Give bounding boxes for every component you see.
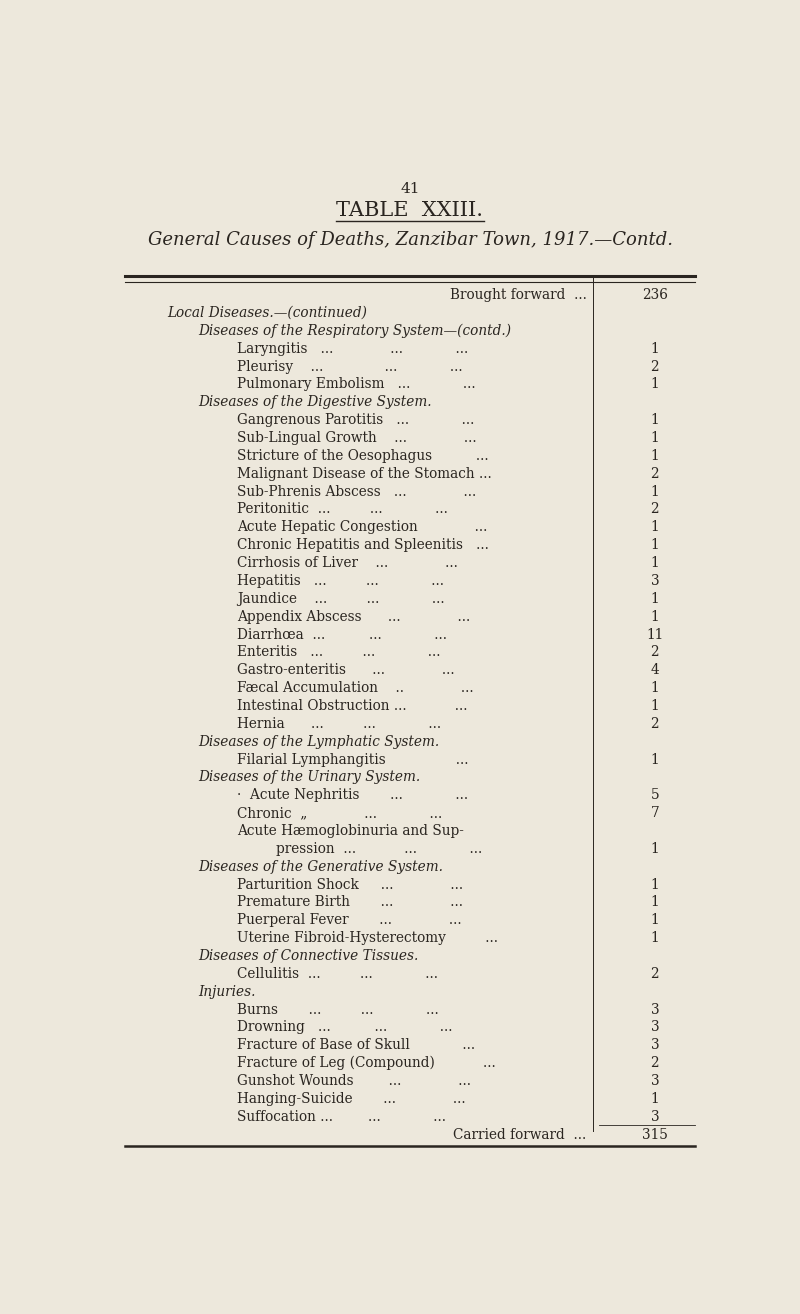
Text: Puerperal Fever       ...             ...: Puerperal Fever ... ... [237,913,462,928]
Text: Fracture of Leg (Compound)           ...: Fracture of Leg (Compound) ... [237,1056,496,1071]
Text: Malignant Disease of the Stomach ...: Malignant Disease of the Stomach ... [237,466,492,481]
Text: 1: 1 [650,753,659,766]
Text: Intestinal Obstruction ...           ...: Intestinal Obstruction ... ... [237,699,468,714]
Text: 5: 5 [650,788,659,803]
Text: Chronic  „             ...            ...: Chronic „ ... ... [237,805,442,820]
Text: Brought forward  ...: Brought forward ... [450,288,586,302]
Text: 2: 2 [650,360,659,373]
Text: Appendix Abscess      ...             ...: Appendix Abscess ... ... [237,610,470,624]
Text: 1: 1 [650,878,659,891]
Text: 1: 1 [650,413,659,427]
Text: Fæcal Accumulation    ..             ...: Fæcal Accumulation .. ... [237,681,474,695]
Text: 2: 2 [650,717,659,731]
Text: Diseases of the Digestive System.: Diseases of the Digestive System. [198,396,432,410]
Text: 3: 3 [650,1038,659,1053]
Text: Enteritis   ...         ...            ...: Enteritis ... ... ... [237,645,441,660]
Text: Fracture of Base of Skull            ...: Fracture of Base of Skull ... [237,1038,475,1053]
Text: Diseases of the Generative System.: Diseases of the Generative System. [198,859,443,874]
Text: Jaundice    ...         ...            ...: Jaundice ... ... ... [237,591,445,606]
Text: 2: 2 [650,466,659,481]
Text: Chronic Hepatitis and Spleenitis   ...: Chronic Hepatitis and Spleenitis ... [237,539,489,552]
Text: 1: 1 [650,342,659,356]
Text: pression  ...           ...            ...: pression ... ... ... [276,842,482,855]
Text: 1: 1 [650,681,659,695]
Text: Cellulitis  ...         ...            ...: Cellulitis ... ... ... [237,967,438,980]
Text: 1: 1 [650,539,659,552]
Text: Pleurisy    ...              ...            ...: Pleurisy ... ... ... [237,360,462,373]
Text: 41: 41 [400,181,420,196]
Text: 3: 3 [650,1074,659,1088]
Text: Acute Hepatic Congestion             ...: Acute Hepatic Congestion ... [237,520,487,535]
Text: Local Diseases.—(continued): Local Diseases.—(continued) [167,306,367,321]
Text: Gunshot Wounds        ...             ...: Gunshot Wounds ... ... [237,1074,471,1088]
Text: Hernia      ...         ...            ...: Hernia ... ... ... [237,717,442,731]
Text: Pulmonary Embolism   ...            ...: Pulmonary Embolism ... ... [237,377,476,392]
Text: 1: 1 [650,591,659,606]
Text: Gangrenous Parotitis   ...            ...: Gangrenous Parotitis ... ... [237,413,474,427]
Text: Uterine Fibroid-Hysterectomy         ...: Uterine Fibroid-Hysterectomy ... [237,932,498,945]
Text: Sub-Lingual Growth    ...             ...: Sub-Lingual Growth ... ... [237,431,477,445]
Text: 11: 11 [646,628,663,641]
Text: 1: 1 [650,485,659,498]
Text: 1: 1 [650,699,659,714]
Text: Hanging-Suicide       ...             ...: Hanging-Suicide ... ... [237,1092,466,1106]
Text: 3: 3 [650,1109,659,1123]
Text: Diseases of the Lymphatic System.: Diseases of the Lymphatic System. [198,735,440,749]
Text: 2: 2 [650,967,659,980]
Text: Diseases of Connective Tissues.: Diseases of Connective Tissues. [198,949,419,963]
Text: Drowning   ...          ...            ...: Drowning ... ... ... [237,1021,453,1034]
Text: ·  Acute Nephritis       ...            ...: · Acute Nephritis ... ... [237,788,468,803]
Text: 1: 1 [650,520,659,535]
Text: 1: 1 [650,895,659,909]
Text: Hepatitis   ...         ...            ...: Hepatitis ... ... ... [237,574,444,587]
Text: 2: 2 [650,502,659,516]
Text: 1: 1 [650,1092,659,1106]
Text: TABLE  XXIII.: TABLE XXIII. [337,201,483,221]
Text: 2: 2 [650,1056,659,1070]
Text: Premature Birth       ...             ...: Premature Birth ... ... [237,895,463,909]
Text: Suffocation ...        ...            ...: Suffocation ... ... ... [237,1109,446,1123]
Text: Carried forward  ...: Carried forward ... [454,1127,586,1142]
Text: Diseases of the Respiratory System—(contd.): Diseases of the Respiratory System—(cont… [198,325,511,338]
Text: Cirrhosis of Liver    ...             ...: Cirrhosis of Liver ... ... [237,556,458,570]
Text: 236: 236 [642,288,668,302]
Text: 3: 3 [650,1021,659,1034]
Text: 4: 4 [650,664,659,677]
Text: Gastro-enteritis      ...             ...: Gastro-enteritis ... ... [237,664,454,677]
Text: Laryngitis   ...             ...            ...: Laryngitis ... ... ... [237,342,469,356]
Text: Sub-Phrenis Abscess   ...             ...: Sub-Phrenis Abscess ... ... [237,485,477,498]
Text: Filarial Lymphangitis                ...: Filarial Lymphangitis ... [237,753,469,766]
Text: Injuries.: Injuries. [198,984,256,999]
Text: Diarrhœa  ...          ...            ...: Diarrhœa ... ... ... [237,628,447,641]
Text: Stricture of the Oesophagus          ...: Stricture of the Oesophagus ... [237,449,489,463]
Text: 3: 3 [650,1003,659,1017]
Text: 1: 1 [650,377,659,392]
Text: 1: 1 [650,842,659,855]
Text: 1: 1 [650,610,659,624]
Text: 1: 1 [650,449,659,463]
Text: Burns       ...         ...            ...: Burns ... ... ... [237,1003,439,1017]
Text: 1: 1 [650,431,659,445]
Text: 1: 1 [650,913,659,928]
Text: 3: 3 [650,574,659,587]
Text: Peritonitic  ...         ...            ...: Peritonitic ... ... ... [237,502,448,516]
Text: 2: 2 [650,645,659,660]
Text: 1: 1 [650,932,659,945]
Text: 1: 1 [650,556,659,570]
Text: 7: 7 [650,805,659,820]
Text: Acute Hæmoglobinuria and Sup-: Acute Hæmoglobinuria and Sup- [237,824,464,838]
Text: 315: 315 [642,1127,668,1142]
Text: Diseases of the Urinary System.: Diseases of the Urinary System. [198,770,421,784]
Text: General Causes of Deaths, Zanzibar Town, 1917.—Contd.: General Causes of Deaths, Zanzibar Town,… [147,230,673,248]
Text: Parturition Shock     ...             ...: Parturition Shock ... ... [237,878,463,891]
